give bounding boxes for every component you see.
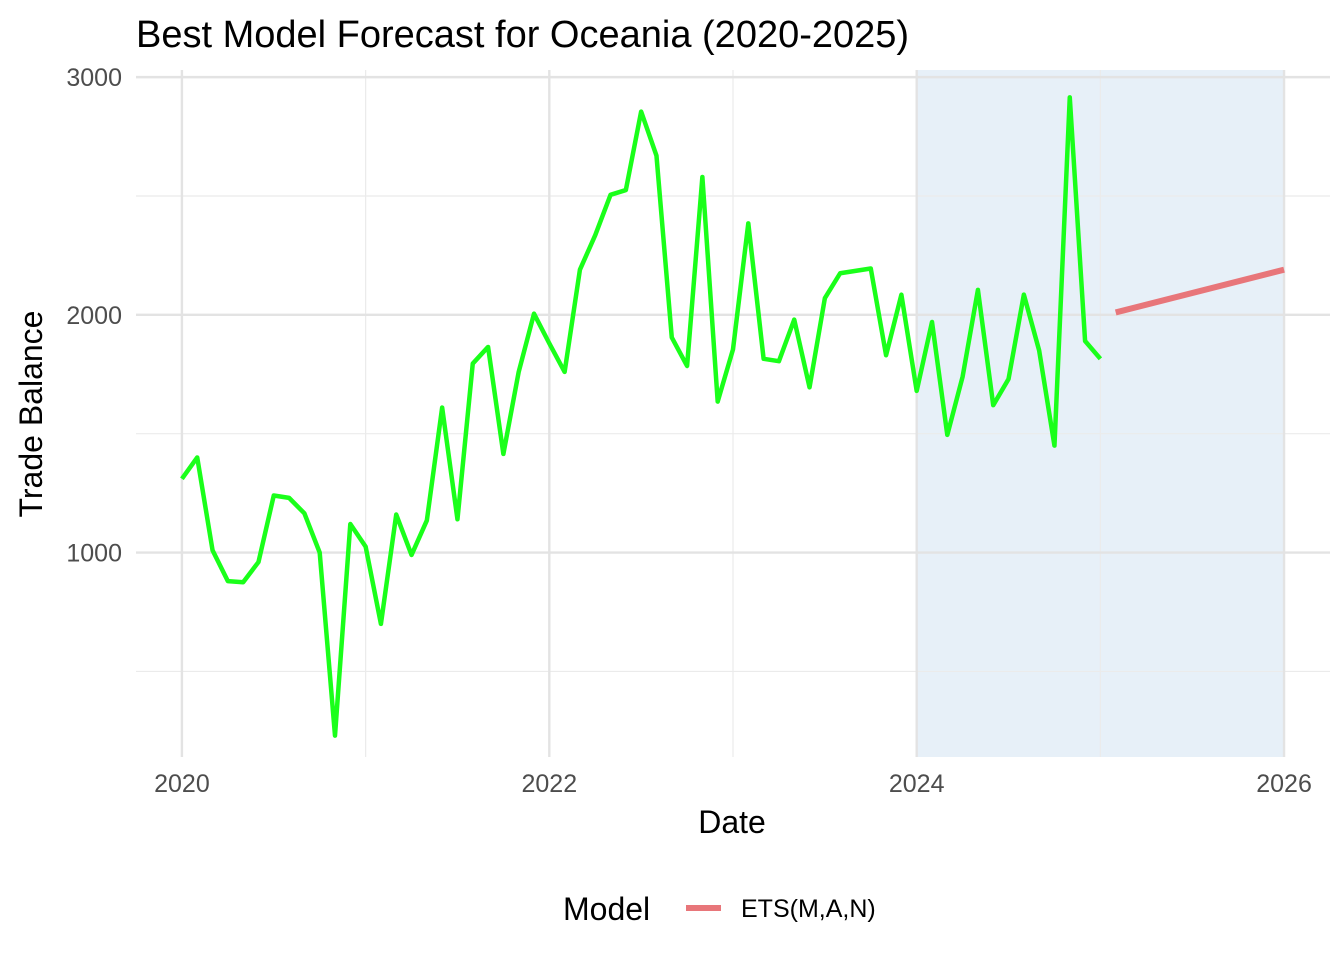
legend-label-ets: ETS(M,A,N) — [741, 895, 876, 923]
y-tick-label: 3000 — [66, 64, 122, 92]
y-axis-title: Trade Balance — [13, 311, 49, 518]
legend: Model ETS(M,A,N) — [563, 891, 876, 927]
x-tick-label: 2026 — [1256, 770, 1312, 798]
tick-labels: 2020 2022 2024 2026 1000 2000 3000 — [66, 64, 1312, 798]
legend-title: Model — [563, 891, 650, 927]
series-line-forecast — [1114, 266, 1285, 316]
x-tick-label: 2020 — [154, 770, 210, 798]
plot-panel — [136, 70, 1330, 757]
x-tick-label: 2022 — [521, 770, 577, 798]
y-tick-label: 2000 — [66, 302, 122, 330]
series-line-actual — [180, 95, 1103, 738]
x-axis-title: Date — [698, 804, 766, 840]
chart-title: Best Model Forecast for Oceania (2020-20… — [136, 14, 909, 56]
series-layer — [180, 95, 1285, 738]
y-tick-label: 1000 — [66, 540, 122, 568]
x-tick-label: 2024 — [889, 770, 945, 798]
